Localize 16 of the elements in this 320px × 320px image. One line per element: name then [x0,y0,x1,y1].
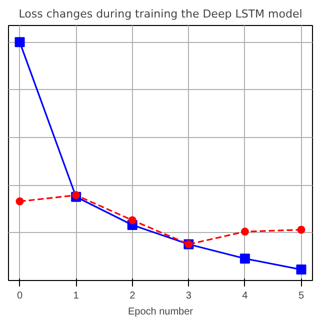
point [14,37,25,48]
point [128,216,136,224]
point [297,226,306,234]
x-tick-label: 2 [130,290,136,302]
point [240,254,250,264]
point [16,197,24,206]
point [72,191,80,200]
x-axis-title: Epoch number [128,306,194,318]
x-tick-label: 1 [73,290,80,302]
x-tick-label: 4 [242,290,248,302]
x-tick-label: 5 [298,290,304,302]
chart-title: Loss changes during training the Deep LSTM model [18,8,302,20]
point [240,228,249,236]
x-tick-label: 0 [16,290,23,302]
x-tick-label: 3 [186,290,192,302]
point [296,264,306,275]
